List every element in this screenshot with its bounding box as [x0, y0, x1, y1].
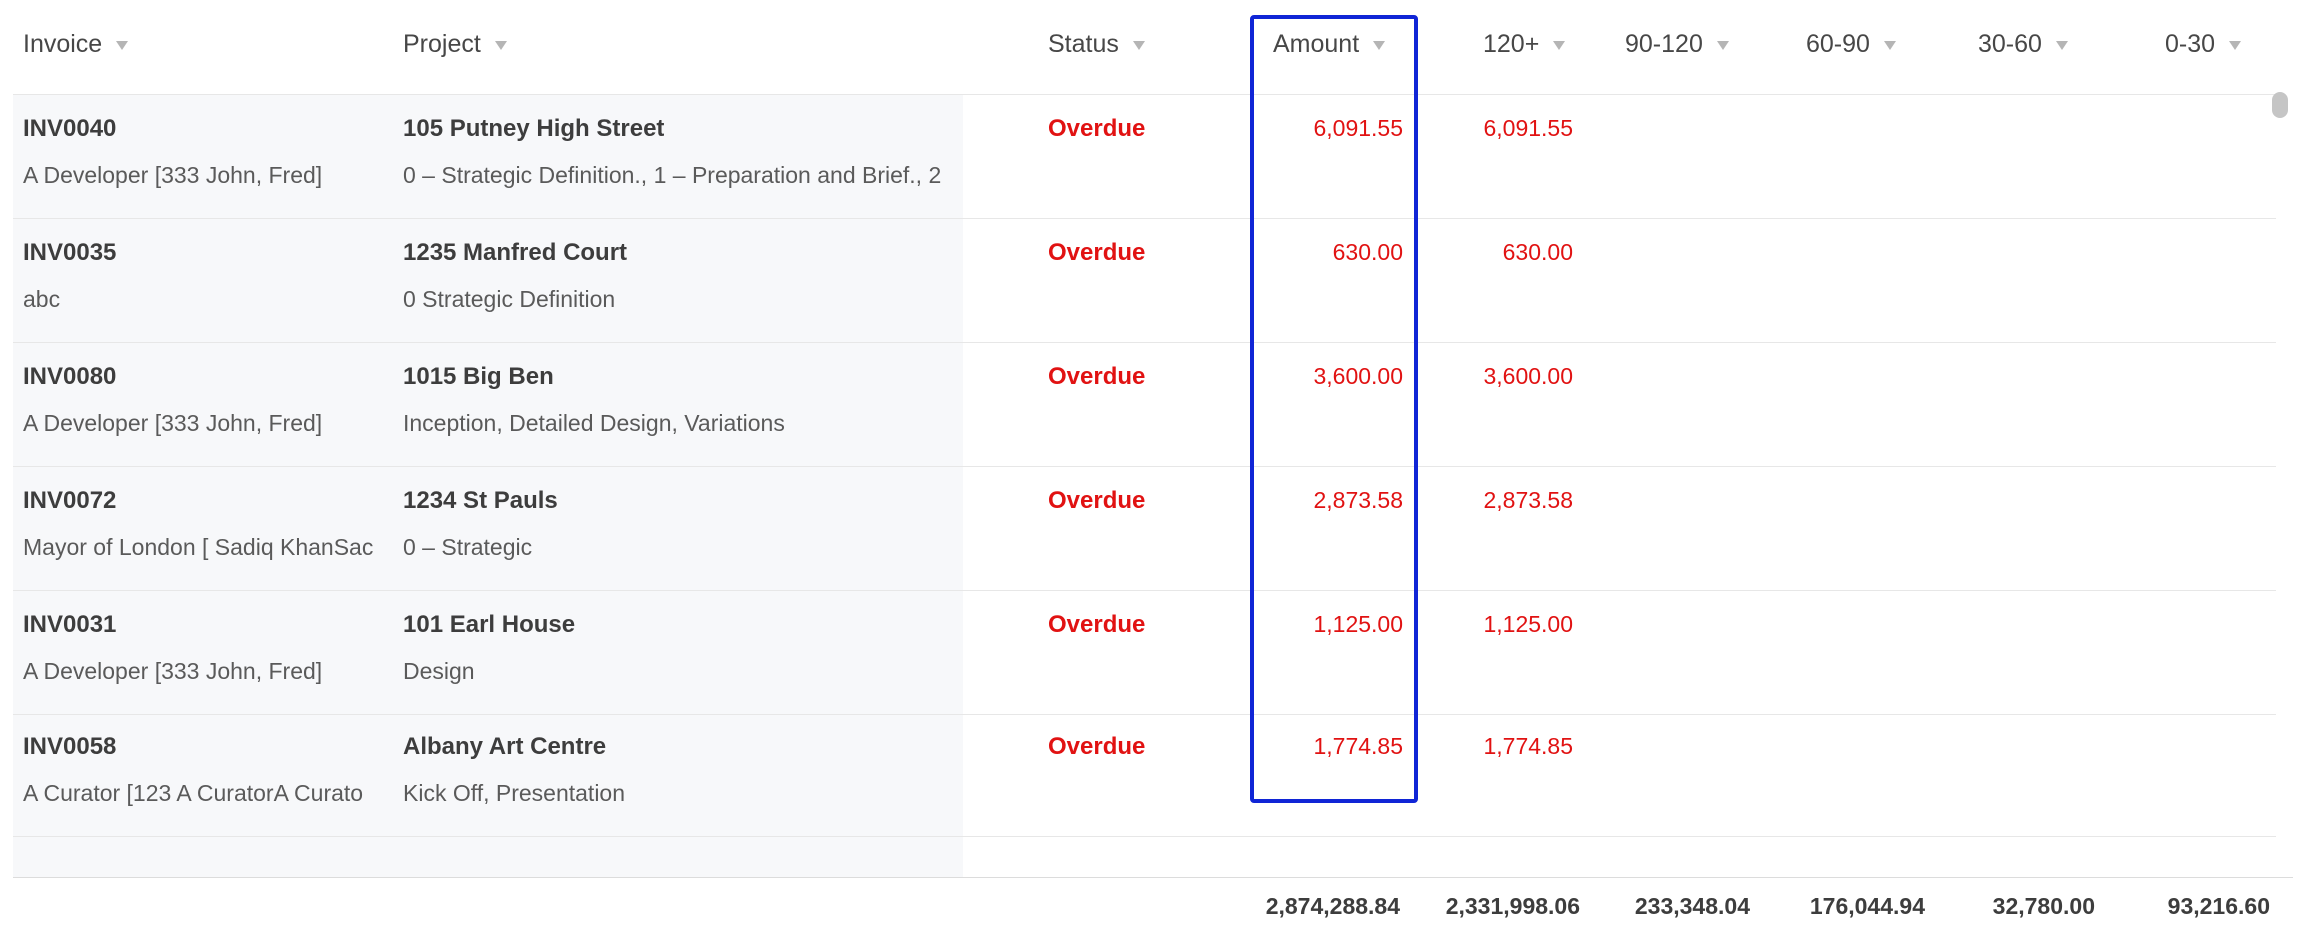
row-divider: [13, 342, 2276, 343]
project-name[interactable]: 105 Putney High Street: [403, 115, 665, 142]
project-stages: 0 – Strategic Definition., 1 – Preparati…: [403, 162, 942, 188]
row-divider: [13, 466, 2276, 467]
invoice-number[interactable]: INV0080: [23, 363, 117, 390]
status-badge: Overdue: [1048, 611, 1146, 638]
sort-icon[interactable]: [1553, 40, 1566, 50]
project-name[interactable]: Albany Art Centre: [403, 733, 607, 760]
status-badge: Overdue: [1048, 733, 1146, 760]
bucket-120-plus-value: 1,125.00: [1483, 611, 1573, 637]
column-header-amount[interactable]: Amount: [1273, 0, 1386, 88]
sort-icon[interactable]: [116, 40, 129, 50]
project-name[interactable]: 1234 St Pauls: [403, 487, 558, 514]
sort-icon[interactable]: [494, 40, 507, 50]
bucket-120-plus-value: 1,774.85: [1483, 733, 1573, 759]
sort-icon[interactable]: [1716, 40, 1729, 50]
header-divider: [13, 94, 2276, 95]
vertical-scrollbar-thumb[interactable]: [2272, 92, 2288, 118]
column-header-120-plus[interactable]: 120+: [1483, 0, 1566, 88]
left-shaded-panel: [13, 95, 963, 878]
column-header-60-90[interactable]: 60-90: [1806, 0, 1896, 88]
project-stages: Kick Off, Presentation: [403, 780, 626, 806]
invoice-number[interactable]: INV0072: [23, 487, 117, 514]
project-stages: 0 Strategic Definition: [403, 286, 616, 312]
status-badge: Overdue: [1048, 239, 1146, 266]
invoice-number[interactable]: INV0035: [23, 239, 117, 266]
project-name[interactable]: 1015 Big Ben: [403, 363, 554, 390]
total-amount: 2,874,288.84: [1265, 893, 1400, 919]
amount-value: 630.00: [1332, 239, 1403, 265]
status-badge: Overdue: [1048, 363, 1146, 390]
invoice-number[interactable]: INV0058: [23, 733, 117, 760]
table-row[interactable]: INV0031 A Developer [333 John, Fred] 101…: [13, 591, 2276, 715]
column-header-project[interactable]: Project: [403, 0, 507, 88]
client-name: abc: [23, 286, 61, 312]
project-name[interactable]: 101 Earl House: [403, 611, 576, 638]
table-row[interactable]: INV0072 Mayor of London [ Sadiq KhanSac …: [13, 467, 2276, 591]
project-name[interactable]: 1235 Manfred Court: [403, 239, 628, 266]
row-divider: [13, 590, 2276, 591]
sort-icon[interactable]: [1373, 40, 1386, 50]
bucket-120-plus-value: 630.00: [1502, 239, 1573, 265]
status-badge: Overdue: [1048, 487, 1146, 514]
table-row[interactable]: INV0040 A Developer [333 John, Fred] 105…: [13, 95, 2276, 219]
amount-value: 2,873.58: [1313, 487, 1403, 513]
project-stages: Design: [403, 658, 475, 684]
total-30-60: 32,780.00: [1992, 893, 2095, 919]
bucket-120-plus-value: 2,873.58: [1483, 487, 1573, 513]
project-stages: 0 – Strategic: [403, 534, 533, 560]
amount-value: 3,600.00: [1313, 363, 1403, 389]
sort-icon[interactable]: [1132, 40, 1145, 50]
client-name: Mayor of London [ Sadiq KhanSac: [23, 534, 374, 560]
column-header-status[interactable]: Status: [1048, 0, 1145, 88]
sort-icon[interactable]: [2055, 40, 2068, 50]
footer-divider: [13, 877, 2293, 878]
amount-value: 6,091.55: [1313, 115, 1403, 141]
row-divider: [13, 714, 2276, 715]
amount-value: 1,125.00: [1313, 611, 1403, 637]
invoice-number[interactable]: INV0040: [23, 115, 117, 142]
client-name: A Curator [123 A CuratorA Curato: [23, 780, 364, 806]
invoice-number[interactable]: INV0031: [23, 611, 117, 638]
total-60-90: 176,044.94: [1809, 893, 1925, 919]
client-name: A Developer [333 John, Fred]: [23, 410, 323, 436]
client-name: A Developer [333 John, Fred]: [23, 162, 323, 188]
table-row[interactable]: INV0058 A Curator [123 A CuratorA Curato…: [13, 713, 2276, 837]
table-row[interactable]: INV0080 A Developer [333 John, Fred] 101…: [13, 343, 2276, 467]
bucket-120-plus-value: 6,091.55: [1483, 115, 1573, 141]
column-header-90-120[interactable]: 90-120: [1625, 0, 1729, 88]
column-header-0-30[interactable]: 0-30: [2165, 0, 2242, 88]
project-stages: Inception, Detailed Design, Variations: [403, 410, 785, 436]
column-header-30-60[interactable]: 30-60: [1978, 0, 2068, 88]
row-divider: [13, 836, 2276, 837]
row-divider: [13, 218, 2276, 219]
total-90-120: 233,348.04: [1634, 893, 1750, 919]
table-row[interactable]: INV0035 abc 1235 Manfred Court 0 Strateg…: [13, 219, 2276, 343]
amount-value: 1,774.85: [1313, 733, 1403, 759]
bucket-120-plus-value: 3,600.00: [1483, 363, 1573, 389]
client-name: A Developer [333 John, Fred]: [23, 658, 323, 684]
column-header-invoice[interactable]: Invoice: [23, 0, 129, 88]
sort-icon[interactable]: [1883, 40, 1896, 50]
total-0-30: 93,216.60: [2167, 893, 2270, 919]
total-120-plus: 2,331,998.06: [1445, 893, 1580, 919]
sort-icon[interactable]: [2229, 40, 2242, 50]
status-badge: Overdue: [1048, 115, 1146, 142]
